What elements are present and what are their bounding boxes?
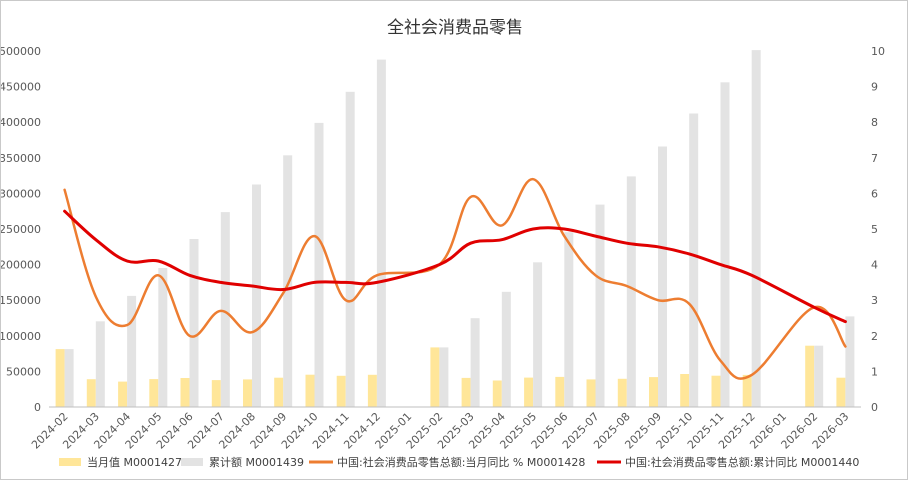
- y-left-tick-label: 0: [34, 401, 41, 414]
- bar-cumulative: [501, 291, 511, 407]
- bar-cumulative: [564, 232, 574, 407]
- bar-monthly: [55, 349, 65, 407]
- bar-monthly: [243, 379, 252, 407]
- line-cumulative-yoy: [63, 209, 847, 324]
- y-left-tick-label: 400000: [1, 116, 41, 129]
- y-right-tick-label: 6: [871, 187, 878, 200]
- y-left-tick-label: 50000: [6, 365, 41, 378]
- bar-cumulative: [814, 345, 824, 407]
- bar-cumulative: [658, 146, 667, 407]
- bar-monthly: [555, 376, 565, 407]
- bar-cumulative: [533, 262, 543, 407]
- lines-group: [63, 177, 847, 380]
- bar-cumulative: [158, 268, 168, 407]
- legend: 当月值 M0001427 累计额 M0001439 中国:社会消费品零售总额:当月同…: [59, 455, 859, 469]
- bar-monthly: [149, 379, 159, 407]
- y-right-tick-label: 1: [871, 365, 878, 378]
- legend-label-3: 中国:社会消费品零售总额:累计同比 M0001440: [625, 455, 859, 469]
- y-right-tick-label: 0: [871, 401, 878, 414]
- bar-monthly: [430, 347, 440, 407]
- bar-monthly: [211, 380, 221, 407]
- line-monthly-yoy: [63, 177, 847, 380]
- y-right-tick-label: 10: [871, 45, 885, 58]
- y-left-tick-label: 350000: [1, 152, 41, 165]
- bar-monthly: [680, 374, 690, 407]
- chart-title: 全社会消费品零售: [387, 18, 523, 38]
- legend-label-1: 累计额 M0001439: [209, 456, 304, 469]
- bar-cumulative: [470, 318, 480, 407]
- legend-label-0: 当月值 M0001427: [87, 455, 182, 469]
- bar-monthly: [836, 377, 846, 407]
- bar-cumulative: [252, 184, 261, 407]
- bar-cumulative: [720, 82, 730, 408]
- legend-label-2: 中国:社会消费品零售总额:当月同比 % M0001428: [337, 455, 585, 469]
- bar-monthly: [617, 378, 627, 407]
- bar-monthly: [118, 381, 128, 407]
- y-left-tick-label: 450000: [1, 81, 41, 94]
- bar-monthly: [524, 377, 534, 407]
- bar-cumulative: [189, 239, 199, 407]
- bar-monthly: [805, 345, 815, 407]
- bar-monthly: [742, 374, 752, 407]
- bar-cumulative: [95, 321, 105, 407]
- bar-monthly: [492, 380, 502, 407]
- bar-cumulative: [283, 155, 293, 407]
- bar-monthly: [274, 377, 284, 407]
- bar-monthly: [180, 378, 190, 407]
- bar-cumulative: [376, 59, 386, 407]
- y-right-tick-label: 3: [871, 294, 878, 307]
- legend-swatch-0: [59, 458, 81, 466]
- y-right-tick-label: 9: [871, 81, 878, 94]
- y-left-tick-label: 200000: [1, 259, 41, 272]
- bar-cumulative: [689, 113, 699, 407]
- bars-group: [55, 50, 855, 408]
- y-left-tick-label: 250000: [1, 223, 41, 236]
- y-right-tick-label: 2: [871, 330, 878, 343]
- y-right-tick-label: 8: [871, 116, 878, 129]
- bar-cumulative: [595, 204, 605, 407]
- bar-cumulative: [314, 122, 324, 408]
- y-left-tick-label: 300000: [1, 187, 41, 200]
- bar-cumulative: [439, 347, 449, 407]
- bar-monthly: [86, 379, 96, 407]
- y-right-tick-label: 4: [871, 259, 878, 272]
- bar-cumulative: [345, 91, 355, 408]
- bar-monthly: [367, 374, 377, 407]
- bar-cumulative: [64, 349, 74, 407]
- bar-cumulative: [220, 212, 230, 407]
- y-left-tick-label: 150000: [1, 294, 41, 307]
- bar-cumulative: [845, 316, 855, 407]
- bar-monthly: [461, 377, 471, 407]
- bar-monthly: [649, 377, 658, 407]
- bar-cumulative: [751, 50, 761, 407]
- y-left-tick-label: 100000: [1, 330, 41, 343]
- bar-monthly: [711, 375, 721, 407]
- bar-monthly: [336, 375, 346, 407]
- legend-swatch-1: [181, 458, 203, 466]
- bar-monthly: [586, 379, 596, 407]
- y-left-tick-label: 500000: [1, 45, 41, 58]
- y-right-tick-label: 7: [871, 152, 878, 165]
- bar-cumulative: [127, 295, 137, 407]
- y-right-tick-label: 5: [871, 223, 878, 236]
- bar-cumulative: [626, 176, 636, 407]
- bar-monthly: [305, 374, 315, 407]
